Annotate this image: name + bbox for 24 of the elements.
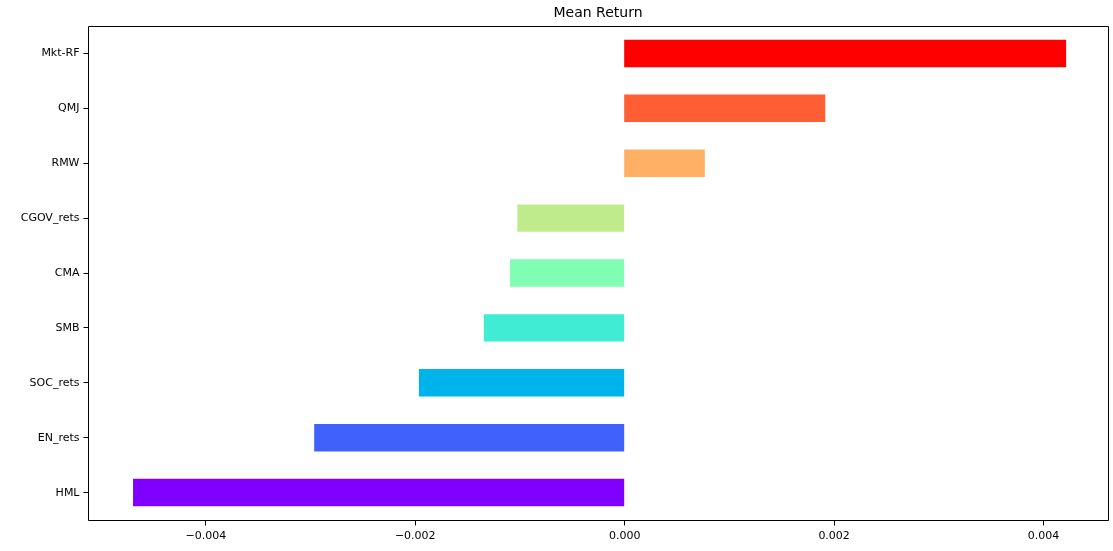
bar <box>517 204 625 232</box>
bar <box>624 39 1067 68</box>
y-tick-label: CGOV_rets <box>20 211 80 225</box>
bar <box>418 369 625 397</box>
y-tick-label: HML <box>55 485 81 499</box>
x-tick-label: −0.002 <box>394 528 436 542</box>
y-tick-label: QMJ <box>58 101 80 115</box>
bar <box>483 314 625 342</box>
bar <box>624 94 826 123</box>
x-tick-label: 0.002 <box>818 528 850 542</box>
y-tick-label: EN_rets <box>37 430 80 444</box>
y-tick-label: RMW <box>51 156 80 170</box>
y-tick-label: CMA <box>54 266 80 279</box>
bar <box>624 149 705 177</box>
y-tick-label: SMB <box>55 320 80 334</box>
chart-title: Mean Return <box>553 4 643 20</box>
x-tick-label: −0.004 <box>185 528 227 542</box>
x-tick-label: 0.004 <box>1027 528 1060 542</box>
x-tick-label: 0.000 <box>608 528 641 542</box>
y-tick-label: Mkt-RF <box>41 46 80 60</box>
y-tick-label: SOC_rets <box>29 375 80 389</box>
bar <box>133 478 625 507</box>
bar <box>510 259 625 287</box>
bar <box>314 423 625 452</box>
